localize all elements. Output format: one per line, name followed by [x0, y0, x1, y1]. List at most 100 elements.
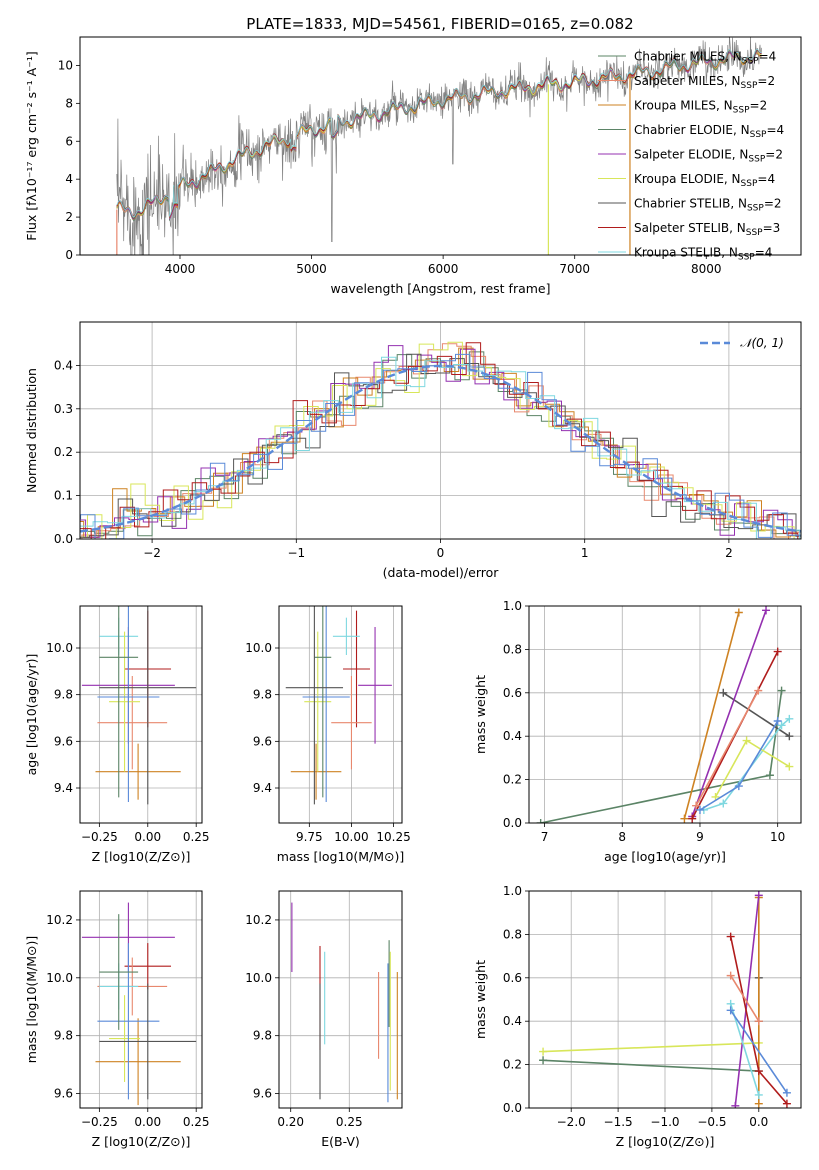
x-tick-label: 0.25: [183, 830, 210, 844]
plot-area: [81, 606, 197, 805]
plot-area: [536, 606, 794, 823]
y-tick-label: 0.4: [54, 358, 73, 372]
weight-marker: [539, 1047, 548, 1056]
weight-line: [734, 895, 760, 1106]
weight-marker: [754, 891, 763, 900]
weight-line: [730, 1009, 788, 1094]
weight-vs-age-panel: 7 8 9 10 0.0 0.2 0.4 0.6 0.8 1.0 age [log10(age/yr…: [473, 599, 802, 864]
x-tick-label: −2.0: [557, 1115, 586, 1129]
x-tick-label: −0.25: [81, 830, 118, 844]
residual-histogram: [80, 345, 801, 538]
x-axis-label: mass [log10(M/M⊙)]: [277, 849, 405, 864]
legend-label-text: Salpeter STELIB, N: [634, 221, 746, 235]
y-tick-label: 1.0: [503, 884, 522, 898]
x-axis-label: wavelength [Angstrom, rest frame]: [330, 281, 550, 296]
weight-marker: [754, 1017, 763, 1026]
normal-reference-curve: [80, 364, 801, 533]
weight-marker: [782, 1088, 791, 1097]
y-tick-label: 9.8: [54, 688, 73, 702]
y-tick-label: 9.8: [253, 1029, 272, 1043]
legend-label-text: Salpeter ELODIE, N: [634, 148, 748, 162]
y-tick-label: 9.4: [253, 781, 272, 795]
legend-label-value: =4: [755, 246, 773, 260]
axes-frame: [79, 321, 802, 540]
legend-label: Salpeter STELIB, NSSP=3: [634, 221, 780, 238]
legend-label-sub: SSP: [742, 57, 759, 67]
axes-frame: [278, 605, 403, 824]
axes-frame: [79, 36, 802, 256]
x-axis-label: age [log10(age/yr)]: [604, 849, 726, 864]
plot-area: [285, 606, 392, 805]
x-axis-label: Z [log10(Z/Z⊙)]: [616, 1134, 715, 1149]
y-tick-label: 0.1: [54, 489, 73, 503]
y-tick-label: 9.6: [54, 1087, 73, 1101]
plot-area: [539, 891, 791, 1108]
weight-marker: [773, 717, 782, 726]
x-tick-label: 6000: [428, 262, 459, 276]
mass-vs-metallicity-panel: −0.25 0.00 0.25 9.6 9.8 10.0 10.2 Z [log10(Z/Z⊙…: [24, 890, 210, 1149]
weight-marker: [765, 771, 774, 780]
x-tick-label: 0.25: [336, 1115, 363, 1129]
y-tick-label: 0.6: [503, 686, 522, 700]
legend-label-text: Chabrier MILES, N: [634, 50, 742, 64]
y-tick-label: 0.8: [503, 927, 522, 941]
legend-label: Kroupa STELIB, NSSP=4: [634, 246, 772, 263]
weight-marker: [754, 1090, 763, 1099]
x-tick-label: 1: [581, 546, 589, 560]
weight-marker: [695, 805, 704, 814]
plot-area: [291, 902, 398, 1103]
y-tick-label: 0.4: [503, 1014, 522, 1028]
y-tick-label: 10: [58, 58, 73, 72]
legend-label-value: =3: [763, 221, 781, 235]
legend-label: Chabrier MILES, NSSP=4: [634, 50, 776, 67]
weight-marker: [726, 1006, 735, 1015]
x-tick-label: 10.00: [334, 830, 368, 844]
plot-area: [81, 902, 197, 1106]
legend-label: Kroupa MILES, NSSP=2: [634, 99, 767, 116]
weight-marker: [536, 819, 545, 823]
x-tick-label: 5000: [296, 262, 327, 276]
y-tick-label: 0.2: [503, 1058, 522, 1072]
weight-marker: [785, 762, 794, 771]
legend-label-sub: SSP: [750, 130, 767, 140]
axes-frame: [79, 890, 203, 1109]
legend-label: Salpeter ELODIE, NSSP=2: [634, 148, 783, 165]
x-tick-label: −1.5: [604, 1115, 633, 1129]
y-axis-label: mass weight: [473, 960, 488, 1039]
weight-line: [729, 1003, 760, 1096]
x-axis-label: Z [log10(Z/Z⊙)]: [92, 849, 191, 864]
y-tick-label: 0.2: [503, 773, 522, 787]
legend-label-sub: SSP: [746, 228, 763, 238]
x-tick-label: 0.00: [134, 830, 161, 844]
x-tick-label: 2: [725, 546, 733, 560]
x-tick-label: 9.75: [296, 830, 323, 844]
weight-marker: [777, 686, 786, 695]
x-tick-label: 8000: [691, 262, 722, 276]
x-tick-label: 10: [770, 830, 785, 844]
axes-frame: [528, 890, 802, 1109]
weight-marker: [734, 782, 743, 791]
legend-label-text: Kroupa ELODIE, N: [634, 172, 741, 186]
x-tick-label: 9: [696, 830, 704, 844]
x-axis-label: Z [log10(Z/Z⊙)]: [92, 1134, 191, 1149]
weight-marker: [785, 714, 794, 723]
legend-label-sub: SSP: [741, 179, 758, 189]
weight-line: [691, 610, 767, 817]
weight-line: [730, 975, 760, 1022]
y-axis-label: Normed distribution: [24, 368, 39, 493]
y-tick-label: 0.0: [503, 1101, 522, 1115]
y-tick-label: 9.6: [253, 734, 272, 748]
legend-label-sub: SSP: [747, 204, 764, 214]
legend-label-value: =2: [750, 99, 768, 113]
weight-marker: [692, 801, 701, 810]
weight-marker: [762, 606, 771, 615]
y-tick-label: 10.2: [245, 913, 272, 927]
y-tick-label: 0.0: [503, 816, 522, 830]
age-vs-metallicity-panel: −0.25 0.00 0.25 9.4 9.6 9.8 10.0 Z [log10(Z/Z⊙)…: [24, 605, 210, 864]
y-tick-label: 8: [65, 96, 73, 110]
weight-marker: [754, 686, 763, 695]
y-tick-label: 1.0: [503, 599, 522, 613]
mass-vs-ebv-panel: 0.20 0.25 9.6 9.8 10.0 10.2 E(B-V): [245, 890, 403, 1149]
weight-line: [683, 612, 740, 819]
